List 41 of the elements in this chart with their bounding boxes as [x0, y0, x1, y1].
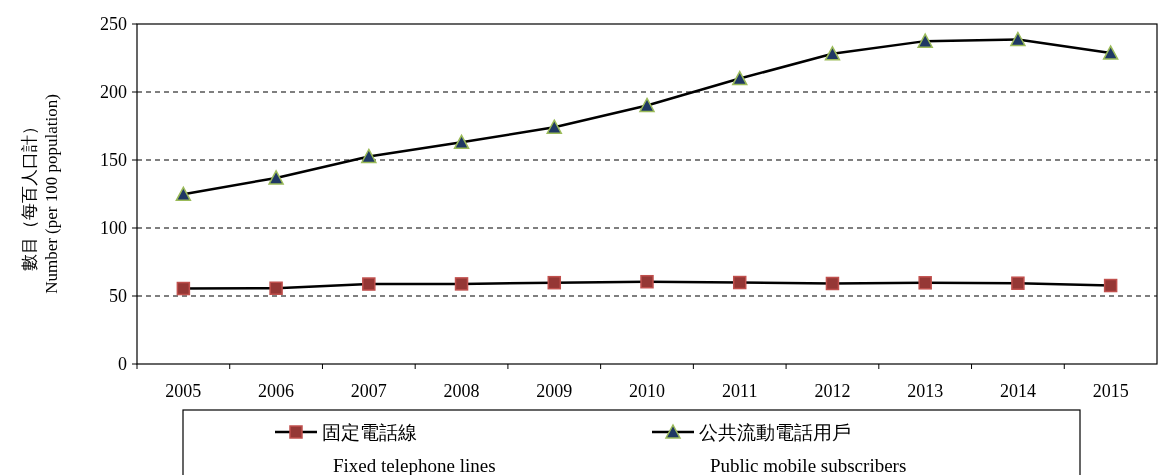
point	[731, 70, 748, 86]
y-tick-label: 150	[100, 150, 127, 170]
x-tick-label: 2008	[443, 381, 480, 401]
point	[175, 186, 192, 202]
x-tick-label: 2012	[814, 381, 851, 401]
point	[546, 119, 563, 134]
x-tick-label: 2009	[536, 381, 573, 401]
point	[639, 97, 655, 113]
point	[917, 33, 933, 48]
x-tick-label: 2014	[999, 381, 1036, 401]
point	[269, 281, 283, 295]
x-tick-label: 2010	[629, 381, 665, 401]
point	[1103, 278, 1118, 293]
legend-label: 公共流動電話用戶 Public mobile subscribers	[699, 421, 907, 475]
x-tick-label: 2007	[350, 381, 387, 401]
x-tick-label: 2011	[722, 381, 758, 401]
x-tick-label: 2005	[165, 381, 202, 401]
point	[362, 277, 376, 291]
point	[361, 148, 377, 164]
point	[824, 46, 841, 61]
point	[454, 277, 469, 291]
x-tick-label: 2006	[258, 381, 295, 401]
y-tick-label: 250	[100, 14, 127, 34]
point	[268, 170, 284, 185]
point	[825, 276, 840, 291]
point	[1010, 31, 1026, 47]
y-axis-title: 數目（每百人口計） Number (per 100 population)	[20, 94, 61, 294]
y-tick-label: 100	[100, 218, 127, 238]
y-tick-label: 0	[118, 354, 127, 374]
point	[547, 275, 562, 290]
point	[918, 276, 932, 290]
point	[640, 274, 654, 289]
point	[1102, 45, 1119, 60]
point	[732, 275, 747, 290]
y-tick-label: 50	[109, 286, 127, 306]
y-tick-label: 200	[100, 82, 127, 102]
point	[453, 134, 470, 150]
x-tick-label: 2013	[907, 381, 944, 401]
point	[1011, 276, 1025, 290]
point	[176, 281, 191, 296]
x-tick-label: 2015	[1092, 381, 1129, 401]
